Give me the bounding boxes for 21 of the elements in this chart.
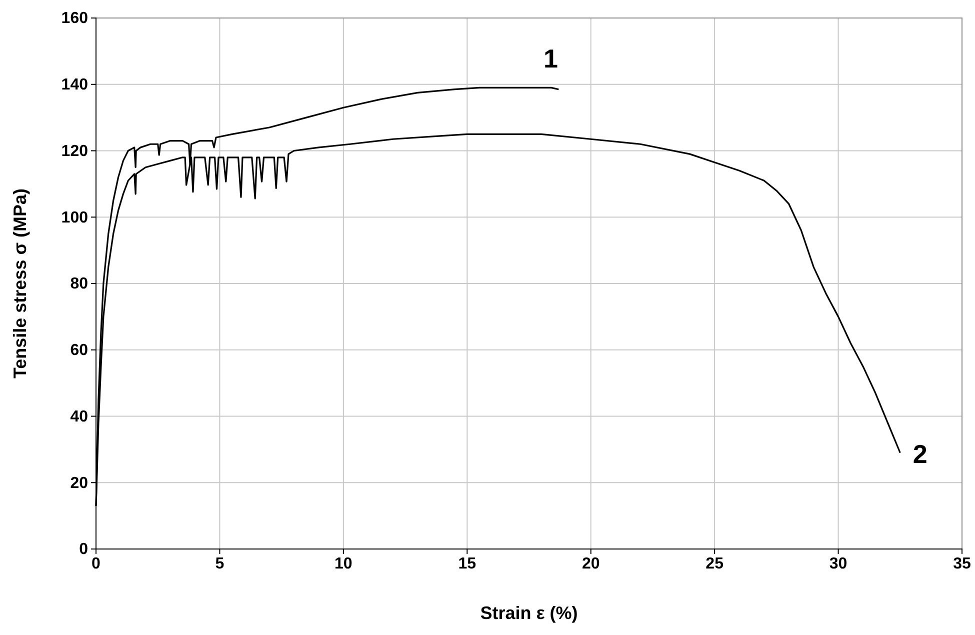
x-tick-label: 25 bbox=[706, 555, 724, 572]
y-tick-label: 100 bbox=[61, 209, 88, 226]
x-axis-title: Strain ε (%) bbox=[480, 603, 578, 623]
x-tick-label: 15 bbox=[458, 555, 476, 572]
y-tick-label: 120 bbox=[61, 142, 88, 160]
x-tick-label: 10 bbox=[334, 555, 352, 572]
x-tick-label: 30 bbox=[829, 555, 848, 572]
x-tick-label: 35 bbox=[953, 555, 971, 572]
x-tick-label: 5 bbox=[215, 555, 224, 572]
y-tick-label: 80 bbox=[70, 276, 88, 293]
x-tick-label: 0 bbox=[92, 555, 101, 572]
series-label: 1 bbox=[543, 43, 558, 74]
y-tick-label: 20 bbox=[70, 474, 88, 492]
y-tick-label: 160 bbox=[61, 10, 88, 28]
x-tick-label: 20 bbox=[582, 555, 600, 572]
y-tick-label: 140 bbox=[61, 76, 88, 94]
y-axis-title: Tensile stress σ (MPa) bbox=[10, 188, 30, 379]
y-tick-label: 60 bbox=[70, 342, 88, 359]
y-tick-label: 0 bbox=[79, 541, 88, 558]
y-tick-label: 40 bbox=[70, 408, 88, 426]
series-label: 2 bbox=[912, 438, 928, 469]
